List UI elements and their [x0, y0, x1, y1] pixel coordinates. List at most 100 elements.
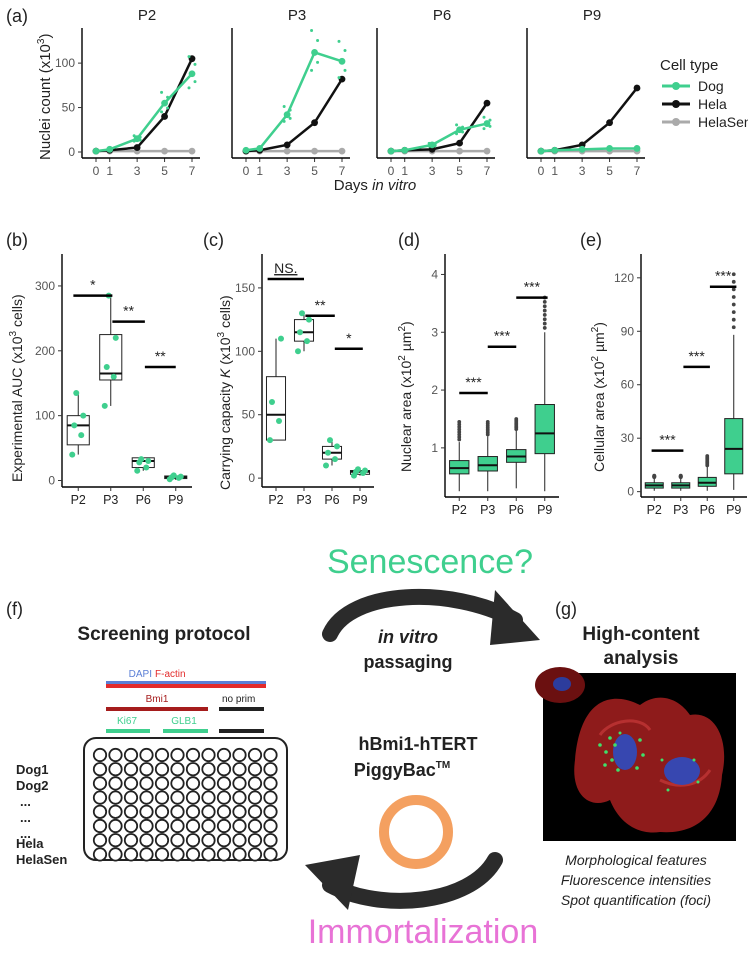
significance-label: *** [659, 432, 676, 448]
data-point [297, 329, 303, 336]
replicate-point-dog [166, 95, 170, 99]
dapi-label: DAPI [129, 669, 152, 680]
well [139, 804, 154, 819]
data-point [110, 373, 117, 380]
y-tick-label: 150 [235, 281, 255, 295]
well [247, 833, 263, 848]
y-tick-label: 4 [431, 267, 438, 281]
y-tick-label: 200 [35, 344, 55, 358]
x-tick-label: 3 [134, 164, 141, 178]
facet-title: P2 [138, 7, 156, 24]
well [154, 833, 170, 848]
well [108, 847, 123, 862]
well [185, 762, 201, 777]
significance-label: NS. [274, 260, 297, 276]
y-tick-label: 300 [35, 279, 55, 293]
replicate-point-dog [132, 139, 136, 143]
well [123, 833, 139, 848]
x-tick-label: P6 [700, 503, 715, 517]
well [154, 790, 170, 805]
data-point-dog [338, 57, 346, 65]
bmi1-label: Bmi1 [146, 694, 169, 705]
data-point-helasen [161, 147, 168, 155]
replicate-point-dog [193, 62, 197, 66]
x-tick-label: 3 [429, 164, 436, 178]
data-point [103, 364, 110, 371]
replicate-point-dog [288, 116, 292, 120]
well [170, 776, 185, 791]
data-point-dog [578, 145, 586, 153]
data-point-dog [483, 120, 491, 127]
outlier-point [514, 417, 519, 421]
well [139, 847, 154, 862]
replicate-point-dog [187, 55, 191, 59]
data-point [267, 437, 273, 444]
data-point [299, 310, 305, 317]
well [154, 804, 170, 819]
replicate-point-dog [160, 90, 164, 94]
panel-b-ylabel: Experimental AUC (x103 cells) [8, 294, 25, 482]
data-point-hela [311, 119, 318, 127]
outlier-point [731, 317, 736, 322]
outlier-point [731, 272, 736, 277]
well [108, 776, 123, 791]
data-point-helasen [188, 147, 196, 155]
data-point-dog [606, 145, 613, 152]
well [263, 847, 278, 862]
x-tick-label: 0 [388, 164, 395, 178]
panel-a-legend: Cell type Dog Hela HelaSen [660, 57, 748, 130]
x-tick-label: 5 [606, 164, 613, 178]
outlier-point [485, 419, 490, 424]
replicate-point-dog [282, 119, 286, 123]
hca-title-2: analysis [604, 648, 679, 669]
box-body [66, 415, 90, 446]
outlier-point [542, 321, 547, 326]
well [154, 818, 170, 834]
replicate-point-dog [193, 80, 197, 84]
construct-line2: PiggyBacTM [354, 760, 450, 780]
panel-d-label: (d) [398, 230, 420, 250]
panel-e-ylabel: Cellular area (x102 µm2) [590, 322, 607, 472]
well [170, 847, 185, 862]
data-point-helasen [283, 147, 291, 155]
data-point-hela [133, 144, 141, 151]
data-point [332, 456, 338, 463]
row-label: Dog2 [16, 778, 49, 793]
well [123, 804, 139, 819]
well [216, 818, 232, 834]
bottom-arrow-head [305, 855, 360, 910]
well [139, 762, 154, 777]
data-point [362, 467, 368, 474]
panel-d: (d) Nuclear area (x102 µm2) 1 2 3 4 P2 P3 P6 P9… [397, 230, 559, 517]
replicate-point-dog [187, 86, 191, 90]
well [232, 762, 247, 777]
significance-label: *** [715, 268, 732, 284]
well [216, 790, 232, 805]
well [170, 790, 185, 805]
hca-title-1: High-content [582, 624, 700, 645]
x-tick-label: 5 [161, 164, 168, 178]
data-point [138, 456, 145, 463]
data-point-hela [483, 99, 491, 107]
glb1-bar [163, 729, 208, 733]
well [185, 833, 201, 848]
replicate-point-dog [461, 130, 465, 134]
y-tick-label: 60 [621, 378, 635, 392]
outlier-point [731, 295, 736, 299]
micrograph-image [535, 667, 736, 841]
well [123, 762, 139, 777]
well-grid [92, 747, 278, 862]
well [170, 747, 185, 763]
data-point [112, 334, 119, 341]
significance-label: ** [123, 303, 134, 319]
data-point-dog [188, 70, 196, 78]
data-point-hela [633, 84, 641, 92]
data-point [304, 338, 310, 345]
data-point-dog [401, 146, 409, 154]
data-point-dog [633, 145, 641, 152]
data-point [145, 458, 152, 465]
panel-g-label: (g) [555, 599, 577, 619]
panel-d-ylabel: Nuclear area (x102 µm2) [397, 321, 414, 472]
